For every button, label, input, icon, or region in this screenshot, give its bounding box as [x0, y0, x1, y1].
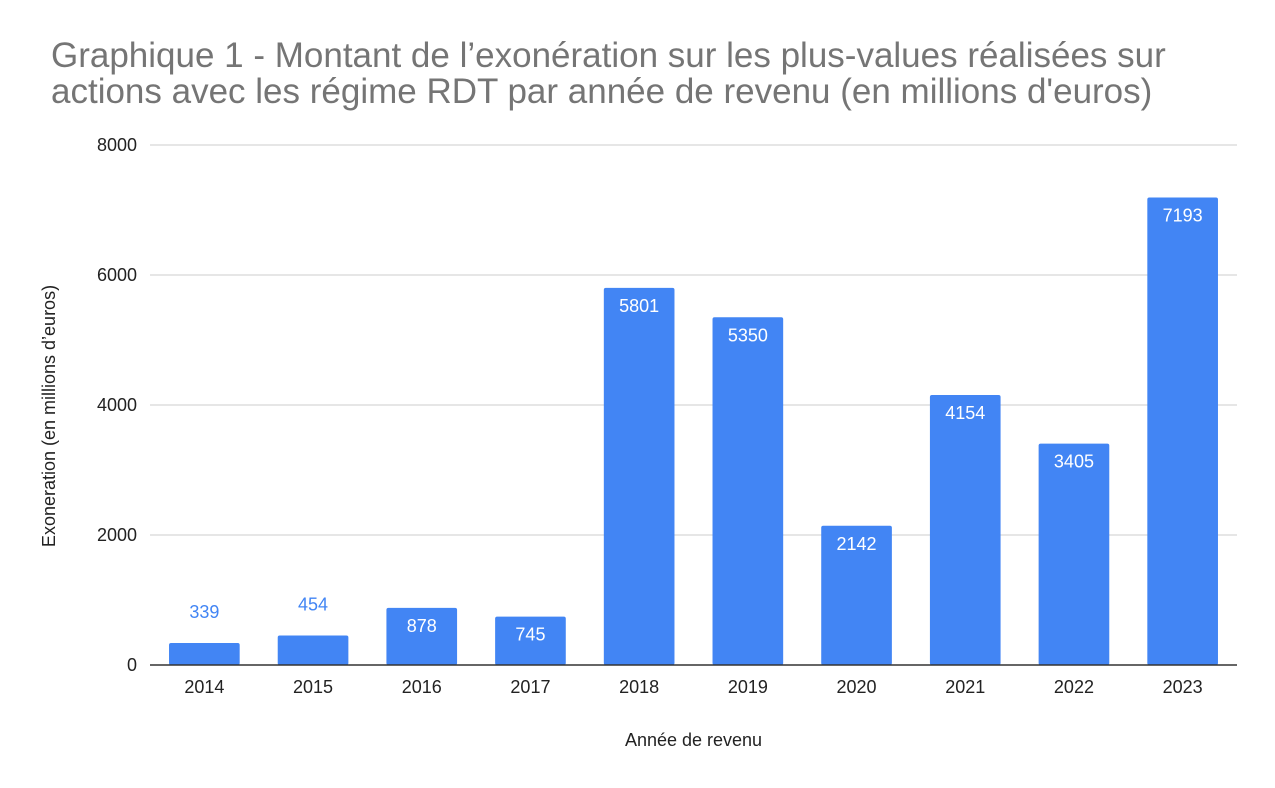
- x-axis-ticks: 2014 2015 2016 2017 2018 2019 2020 2021 2022 2023: [184, 677, 1202, 697]
- data-label: 7193: [1163, 205, 1203, 225]
- x-tick-label: 2023: [1163, 677, 1203, 697]
- y-tick-label: 2000: [97, 525, 137, 545]
- x-tick-label: 2019: [728, 677, 768, 697]
- data-label: 4154: [945, 403, 985, 423]
- data-labels: 339 454 878 745 5801 5350 2142 4154 3405 7193: [189, 205, 1202, 644]
- bar: [603, 287, 675, 665]
- bar: [821, 525, 892, 665]
- x-tick-label: 2020: [837, 677, 877, 697]
- data-label: 454: [298, 594, 328, 614]
- x-tick-label: 2015: [293, 677, 333, 697]
- bar: [495, 616, 566, 665]
- data-label: 2142: [837, 534, 877, 554]
- bar: [1147, 197, 1218, 665]
- bar: [169, 642, 240, 665]
- y-tick-label: 8000: [97, 135, 137, 155]
- x-tick-label: 2014: [184, 677, 224, 697]
- y-axis-ticks: 0 2000 4000 6000 8000: [97, 135, 137, 675]
- data-label: 878: [407, 616, 437, 636]
- data-label: 5350: [728, 325, 768, 345]
- bars: [169, 197, 1218, 665]
- data-label: 745: [515, 625, 545, 645]
- data-label: 5801: [619, 296, 659, 316]
- y-axis-title: Exoneration (en millions d’euros): [39, 285, 59, 547]
- x-tick-label: 2021: [945, 677, 985, 697]
- chart-title: Graphique 1 - Montant de l’exonération s…: [51, 36, 1166, 111]
- bar: [386, 607, 458, 665]
- bar: [929, 394, 1001, 665]
- data-label: 3405: [1054, 452, 1094, 472]
- x-tick-label: 2018: [619, 677, 659, 697]
- y-tick-label: 4000: [97, 395, 137, 415]
- x-axis-title: Année de revenu: [625, 730, 762, 750]
- x-tick-label: 2016: [402, 677, 442, 697]
- bar: [1038, 443, 1110, 665]
- x-tick-label: 2022: [1054, 677, 1094, 697]
- y-tick-label: 0: [127, 655, 137, 675]
- bar: [277, 635, 349, 665]
- x-tick-label: 2017: [510, 677, 550, 697]
- data-label: 339: [189, 602, 219, 622]
- bar: [712, 317, 784, 665]
- y-tick-label: 6000: [97, 265, 137, 285]
